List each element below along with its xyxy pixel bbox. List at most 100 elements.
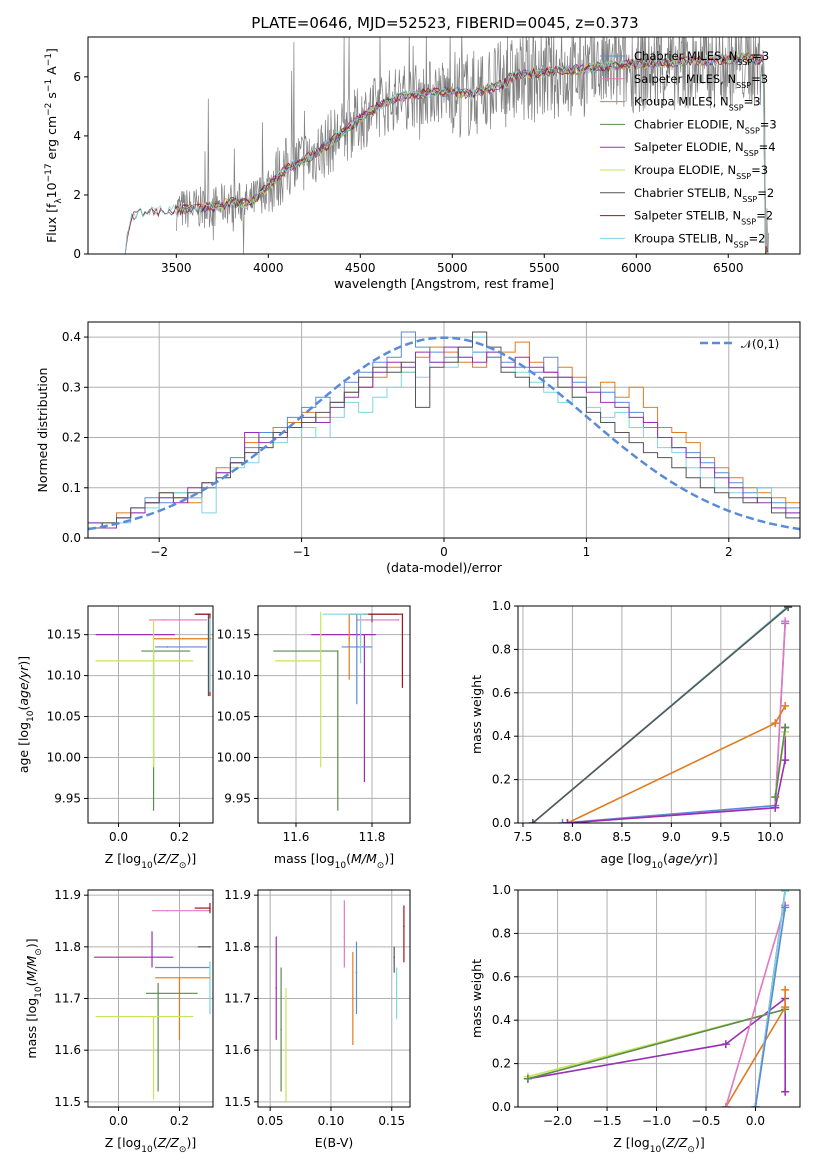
weight_vs_age-xtick-label: 9.0	[662, 830, 681, 844]
spectrum-legend-name: Chabrier STELIB	[634, 186, 726, 200]
mass_vs_ebv-frame	[257, 889, 411, 1108]
age_vs_mass-plot	[273, 611, 404, 811]
mass_vs_Z-xtick-label: 0.0	[109, 1114, 128, 1128]
weight_vs_Z-ytick-label: 0.6	[492, 970, 511, 984]
weight_vs_Z-marker	[721, 1040, 730, 1049]
spectrum-legend-name: Salpeter ELODIE	[634, 140, 728, 154]
weight_vs_age-line-1	[532, 606, 789, 823]
weight_vs_age-xtick-label: 7.5	[513, 830, 532, 844]
residual-histogram-4	[88, 331, 800, 529]
spectrum-frame	[87, 36, 801, 255]
spectrum-model-line-7	[123, 53, 768, 254]
age_vs_mass-panel: 11.6 11.8 9.95 10.00 10.05 10.10 10.15 mass [lo…	[217, 605, 411, 871]
age_vs_mass-ytick-label: 10.00	[217, 750, 251, 764]
mass_vs_ebv-point-1	[280, 1028, 282, 1031]
spectrum-ytick-label: 6	[73, 70, 81, 84]
weight_vs_Z-xtick-label: −0.5	[691, 1114, 720, 1128]
mass_vs_Z-point-8	[152, 1015, 155, 1018]
weight_vs_Z-ytick-label: 0.0	[492, 1100, 511, 1114]
mass_vs_ebv-point-2	[285, 1049, 287, 1051]
age_vs_Z-ytick-label: 10.05	[47, 710, 81, 724]
normal-curve	[88, 336, 800, 531]
age_vs_mass-ytick-label: 10.05	[217, 710, 251, 724]
mass_vs_Z-grid	[88, 890, 213, 1107]
age_vs_Z-ytick-label: 10.00	[47, 750, 81, 764]
weight_vs_Z-marker	[781, 1003, 790, 1012]
age_vs_Z-xtick-label: 0.2	[170, 830, 189, 844]
spectrum-xtick-label: 3500	[161, 261, 192, 275]
weight_vs_Z-line-7	[754, 907, 786, 1107]
spectrum-legend-nssp: 3	[761, 72, 768, 86]
age_vs_Z-xlabel: Z [log10(Z/Z⊙)]	[105, 851, 196, 871]
mass_vs_ebv-ytick-label: 11.7	[224, 992, 251, 1006]
weight_vs_Z-marker	[721, 1103, 730, 1107]
weight_vs_Z-marker	[781, 985, 790, 994]
spectrum-legend-name: Chabrier ELODIE	[634, 117, 729, 131]
weight_vs_Z-marker	[523, 1074, 532, 1083]
weight_vs_age-xtick-label: 9.5	[711, 830, 730, 844]
spectrum-legend-label: Kroupa ELODIE, NSSP=3	[634, 163, 768, 181]
mass_vs_ebv-panel: 0.05 0.10 0.15 11.5 11.6 11.7 11.8 11.9 E(B-V)	[224, 888, 411, 1150]
age_vs_Z-point-8	[209, 674, 211, 677]
weight_vs_age-xlabel: age [log10(age/yr)]	[600, 851, 717, 871]
weight_vs_age-ylabel: mass weight	[469, 675, 484, 754]
mass_vs_Z-frame	[87, 889, 214, 1108]
mass_vs_Z-ylabel: mass [log10(M/M⊙)]	[24, 938, 44, 1058]
age_vs_mass-xtick-label: 11.6	[283, 830, 310, 844]
age_vs_mass-xtick-label: 11.8	[359, 830, 386, 844]
spectrum-legend-nssp: 2	[767, 186, 774, 200]
mass_vs_Z-point-7	[157, 992, 159, 995]
spectrum-legend-name: Chabrier MILES	[634, 49, 721, 63]
spectrum-xtick-label: 4500	[345, 261, 376, 275]
weight_vs_age-plot	[528, 606, 793, 823]
age_vs_mass-ytick-label: 10.15	[217, 628, 251, 642]
mass_vs_ebv-point-4	[352, 997, 354, 1000]
residuals-ylabel: Normed distribution	[35, 368, 50, 493]
weight_vs_age-marker	[563, 819, 572, 823]
weight_vs_age-ytick-label: 1.0	[492, 599, 511, 613]
residuals-panel: −2 −1 0 1 2 0.0 0.1 0.2 0.3 0.4 𝒩(0,1) (data-model)…	[35, 321, 801, 575]
spectrum-xtick-label: 5500	[529, 261, 560, 275]
mass_vs_ebv-xtick-label: 0.05	[257, 1114, 284, 1128]
weight_vs_age-line-4	[567, 705, 786, 823]
residuals-xtick-label: −2	[150, 545, 168, 559]
weight_vs_age-xtick-label: 10.0	[757, 830, 784, 844]
weight_vs_Z-line-4	[725, 904, 786, 1107]
age_vs_mass-point-2	[348, 637, 351, 640]
mass_vs_Z-xlabel: Z [log10(Z/Z⊙)]	[105, 1135, 196, 1155]
spectrum-legend-label: Chabrier STELIB, NSSP=2	[634, 186, 774, 204]
spectrum-xtick-label: 4000	[253, 261, 284, 275]
weight_vs_Z-ytick-label: 0.8	[492, 926, 511, 940]
spectrum-model-line-6	[123, 52, 768, 254]
weight_vs_Z-xlabel: Z [log10(Z/Z⊙)]	[613, 1135, 704, 1155]
age_vs_mass-ytick-label: 9.95	[224, 791, 251, 805]
spectrum-legend-label: Kroupa STELIB, NSSP=2	[634, 231, 766, 249]
age_vs_Z-xtick-label: 0.0	[109, 830, 128, 844]
spectrum-ytick-label: 2	[73, 188, 81, 202]
mass_vs_ebv-point-0	[275, 987, 278, 989]
weight_vs_Z-ytick-label: 0.4	[492, 1013, 511, 1027]
weight_vs_age-ytick-label: 0.0	[492, 816, 511, 830]
weight_vs_Z-panel: −2.0 −1.5 −1.0 −0.5 0.0 0.0 0.2 0.4 0.6 0.8 1.0 Z […	[469, 883, 801, 1155]
age_vs_mass-frame	[257, 605, 411, 824]
weight_vs_age-ytick-label: 0.8	[492, 642, 511, 656]
age_vs_mass-point-4	[337, 650, 339, 652]
weight_vs_Z-xtick-label: −1.5	[592, 1114, 621, 1128]
age_vs_Z-grid	[88, 606, 213, 823]
age_vs_Z-plot	[95, 613, 212, 811]
age_vs_Z-ylabel: age [log10(age/yr)]	[16, 656, 36, 773]
age_vs_Z-ytick-label: 9.95	[54, 791, 81, 805]
spectrum-xtick-label: 6500	[713, 261, 744, 275]
weight_vs_Z-ytick-label: 0.2	[492, 1057, 511, 1071]
weight_vs_Z-xtick-label: 0.0	[746, 1114, 765, 1128]
mass_vs_Z-ytick-label: 11.7	[54, 992, 81, 1006]
spectrum-plot	[123, 37, 769, 254]
spectrum-legend-nssp: 3	[762, 49, 769, 63]
age_vs_mass-point-8	[359, 613, 362, 615]
spectrum-ytick-label: 4	[73, 129, 81, 143]
mass_vs_ebv-point-6	[393, 956, 395, 958]
spectrum-xtick-label: 5000	[437, 261, 468, 275]
weight_vs_age-line-3	[567, 621, 786, 823]
weight_vs_age-marker	[781, 723, 790, 732]
